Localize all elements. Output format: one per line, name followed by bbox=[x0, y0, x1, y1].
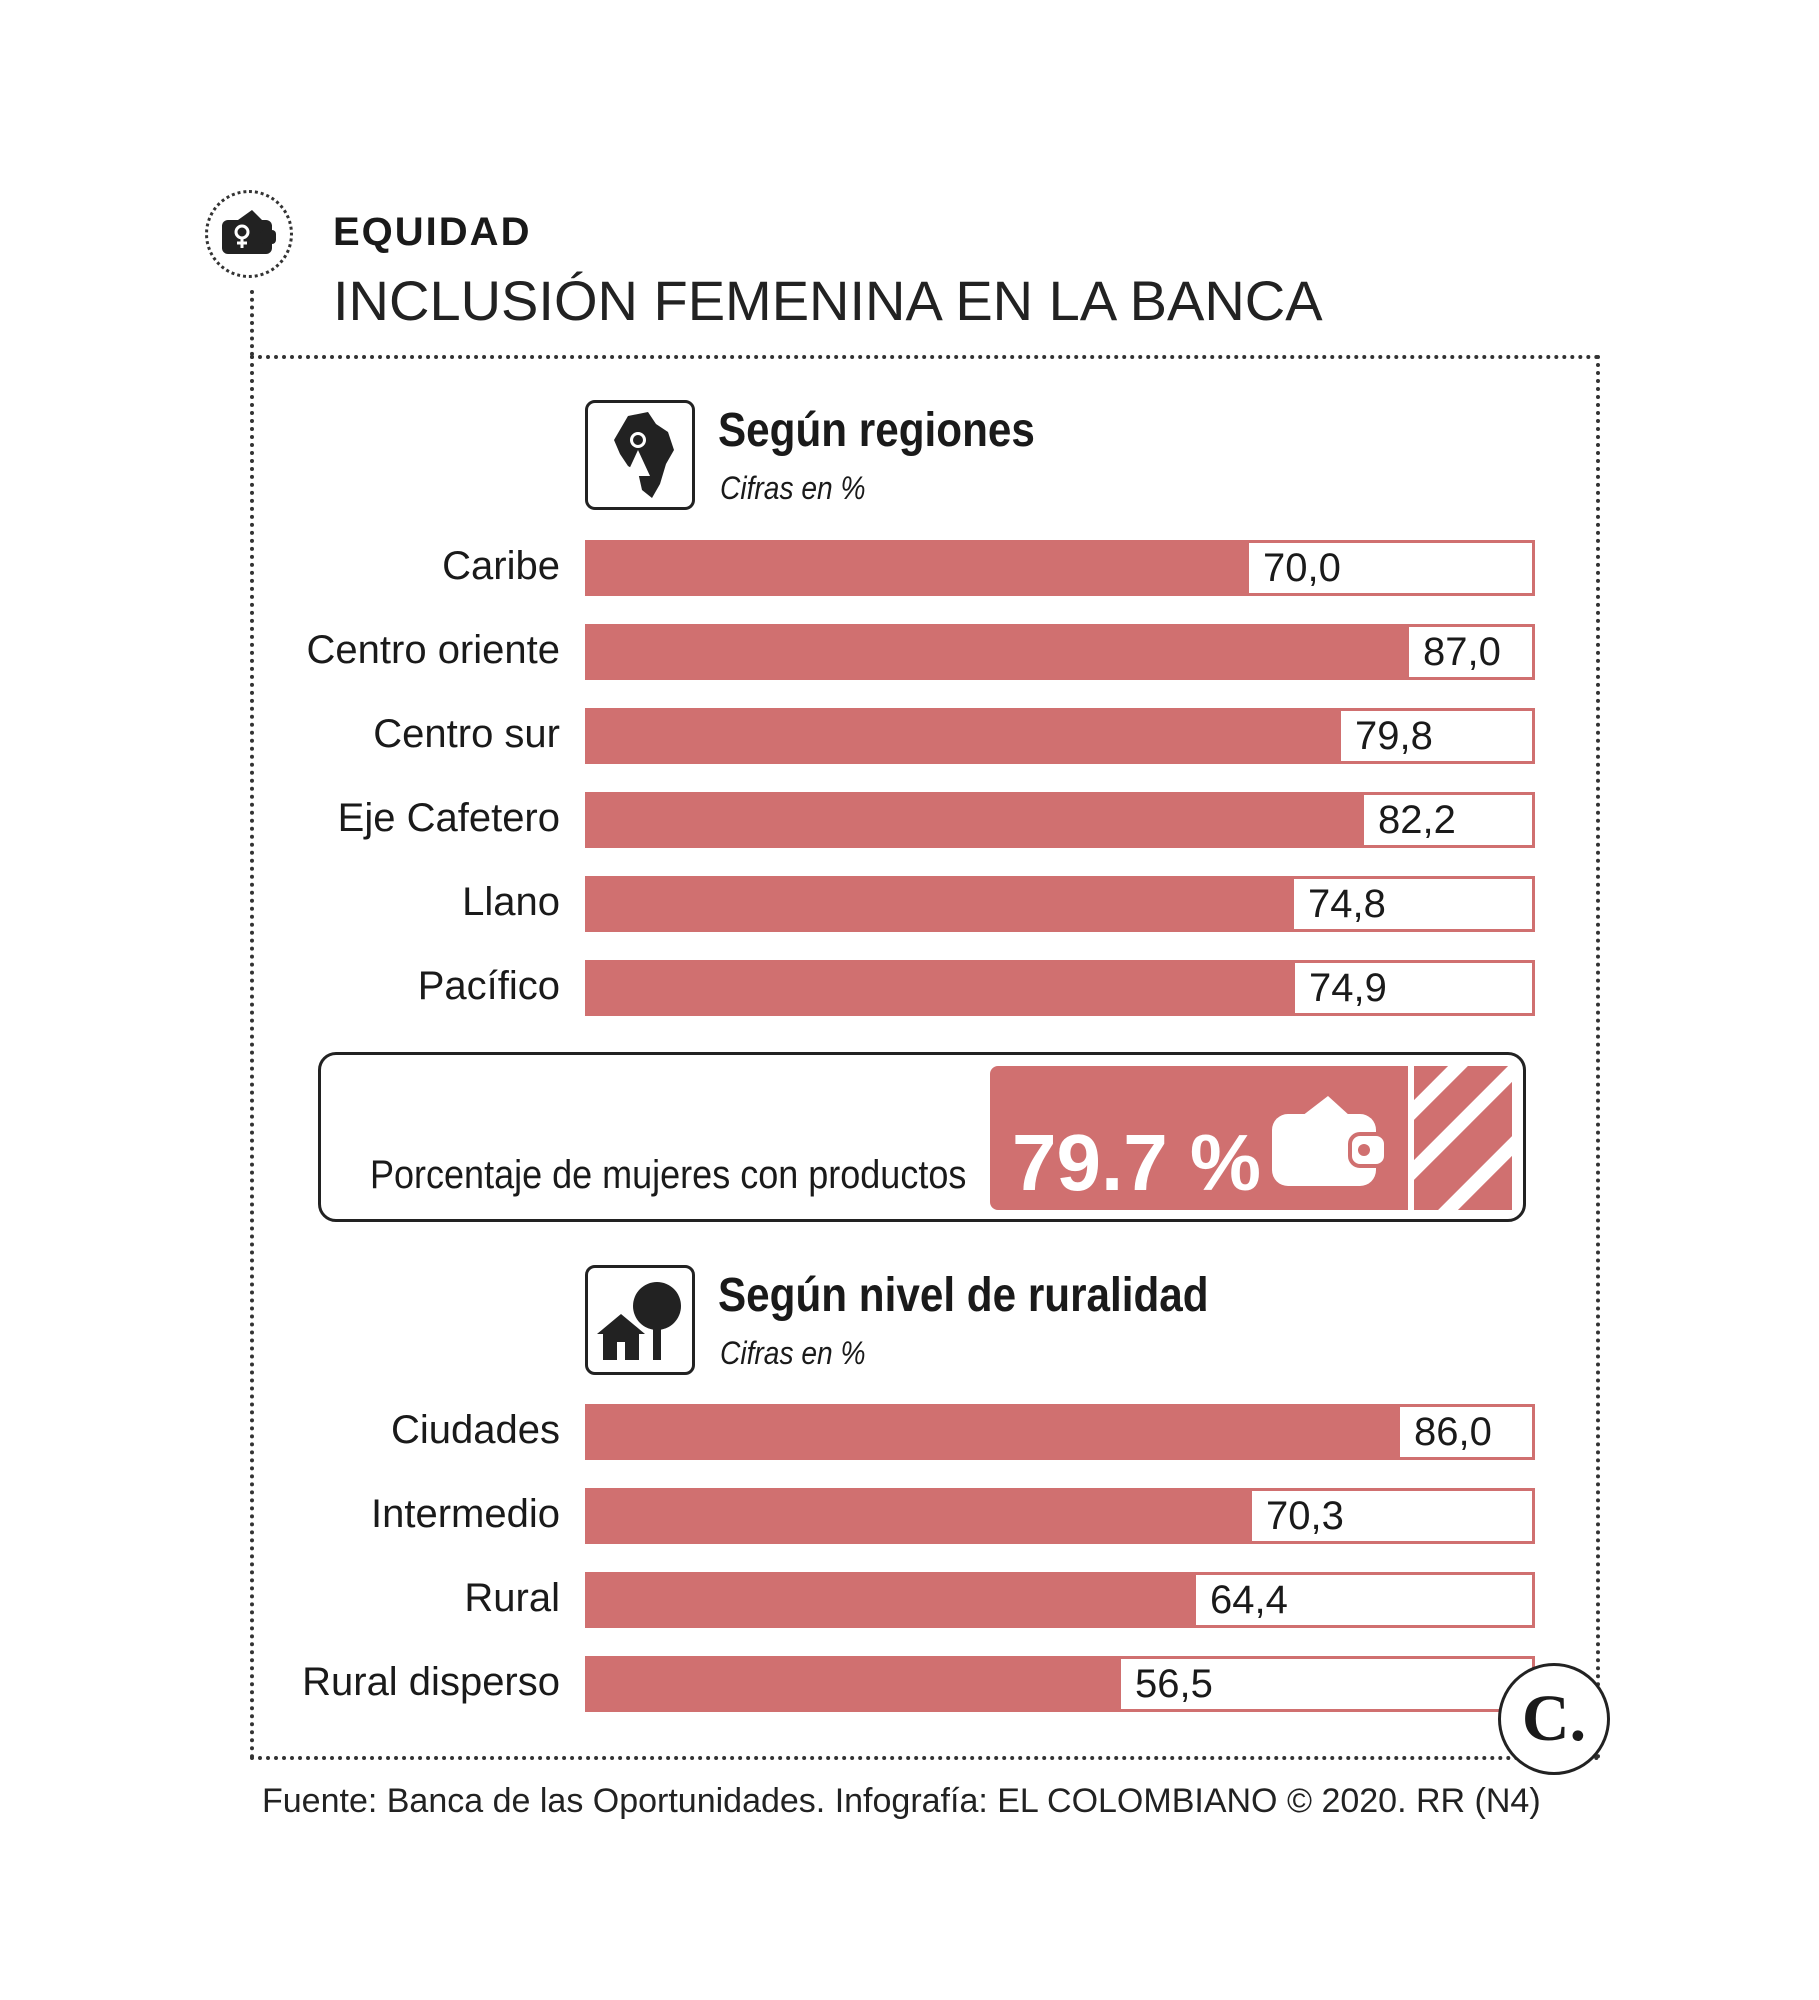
section-title-regiones: Según regiones bbox=[718, 404, 1035, 457]
category-label: Ciudades bbox=[390, 1408, 560, 1452]
headline: INCLUSIÓN FEMENINA EN LA BANCA bbox=[333, 269, 1323, 332]
summary-label: Porcentaje de mujeres con productos bbox=[370, 1153, 967, 1197]
bar-track: 82,2 bbox=[585, 792, 1535, 848]
kicker: EQUIDAD bbox=[333, 210, 532, 254]
el-colombiano-logo: C. bbox=[1498, 1663, 1610, 1775]
bar bbox=[588, 711, 1341, 761]
data-label: 87,0 bbox=[1423, 629, 1501, 674]
data-label: 74,8 bbox=[1308, 881, 1386, 926]
data-label: 79,8 bbox=[1355, 713, 1433, 758]
summary-value: 79.7 % bbox=[1012, 1118, 1262, 1207]
section-title-ruralidad: Según nivel de ruralidad bbox=[718, 1269, 1209, 1322]
data-label: 86,0 bbox=[1414, 1409, 1492, 1454]
section-subtitle-regiones: Cifras en % bbox=[720, 470, 866, 506]
bar bbox=[588, 627, 1409, 677]
wallet-female-icon bbox=[205, 190, 293, 278]
category-label: Rural bbox=[464, 1576, 560, 1620]
bar bbox=[588, 879, 1294, 929]
bar bbox=[588, 963, 1295, 1013]
data-label: 70,3 bbox=[1266, 1493, 1344, 1538]
bar-track: 64,4 bbox=[585, 1572, 1535, 1628]
category-label: Intermedio bbox=[371, 1492, 560, 1536]
category-label: Centro oriente bbox=[306, 628, 560, 672]
bar bbox=[588, 1659, 1121, 1709]
hatch-decoration bbox=[1393, 1051, 1527, 1225]
logo-letter: C. bbox=[1521, 1682, 1587, 1755]
wallet-icon bbox=[1272, 1096, 1388, 1193]
bar-track: 70,0 bbox=[585, 540, 1535, 596]
data-label: 64,4 bbox=[1210, 1577, 1288, 1622]
bar-track: 74,9 bbox=[585, 960, 1535, 1016]
bar bbox=[588, 795, 1364, 845]
bar bbox=[588, 1491, 1252, 1541]
section-subtitle-ruralidad: Cifras en % bbox=[720, 1335, 866, 1371]
category-label: Rural disperso bbox=[302, 1660, 560, 1704]
frame-lead-line bbox=[250, 290, 254, 356]
colombia-map-woman-icon bbox=[585, 400, 695, 510]
category-label: Llano bbox=[462, 880, 560, 924]
bar bbox=[588, 543, 1249, 593]
bar bbox=[588, 1575, 1196, 1625]
house-tree-icon bbox=[585, 1265, 695, 1375]
bar-track: 56,5 bbox=[585, 1656, 1535, 1712]
data-label: 70,0 bbox=[1263, 545, 1341, 590]
bar-track: 79,8 bbox=[585, 708, 1535, 764]
bar-track: 86,0 bbox=[585, 1404, 1535, 1460]
category-label: Eje Cafetero bbox=[337, 796, 560, 840]
source-note: Fuente: Banca de las Oportunidades. Info… bbox=[262, 1782, 1541, 1820]
data-label: 56,5 bbox=[1135, 1661, 1213, 1706]
infographic-frame bbox=[250, 355, 1600, 1760]
bar bbox=[588, 1407, 1400, 1457]
bar-track: 70,3 bbox=[585, 1488, 1535, 1544]
bar-track: 87,0 bbox=[585, 624, 1535, 680]
bar-track: 74,8 bbox=[585, 876, 1535, 932]
category-label: Pacífico bbox=[417, 964, 560, 1008]
data-label: 82,2 bbox=[1378, 797, 1456, 842]
data-label: 74,9 bbox=[1309, 965, 1387, 1010]
category-label: Caribe bbox=[442, 544, 560, 588]
category-label: Centro sur bbox=[373, 712, 560, 756]
